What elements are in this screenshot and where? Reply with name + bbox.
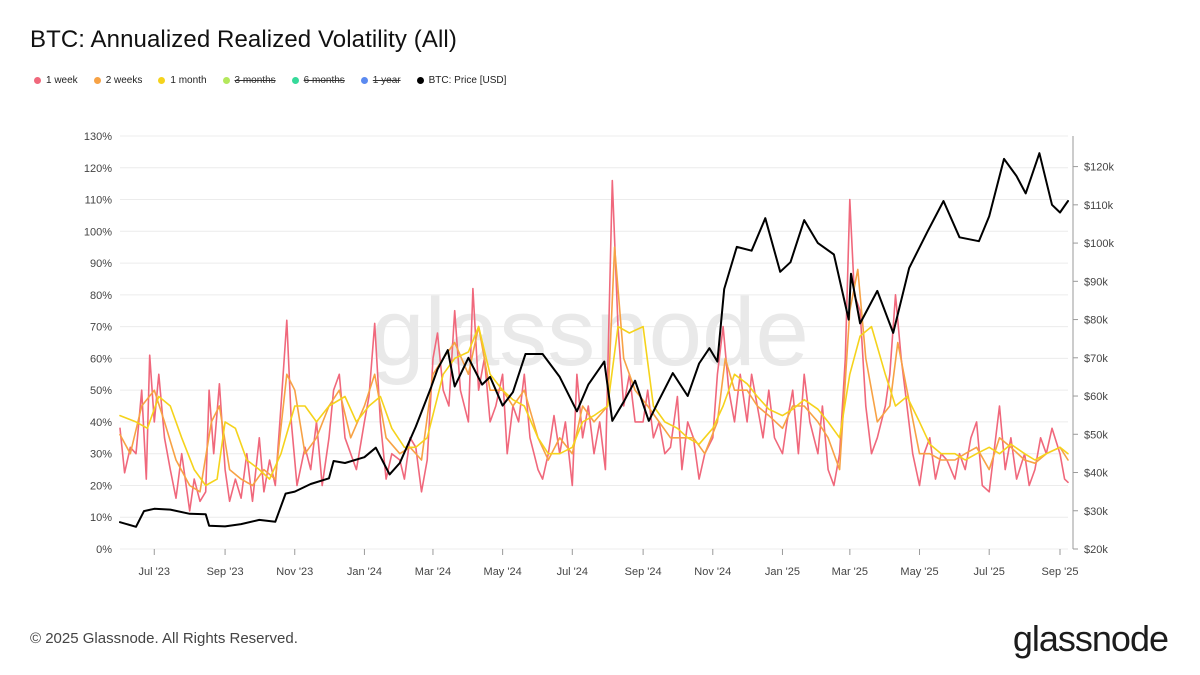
y-axis-right: $20k $30k $40k $50k $60k $70k $80k $90k $100k $11…: [1072, 136, 1114, 556]
x-tick-label: Sep '24: [625, 566, 662, 578]
legend: 1 week 2 weeks 1 month 3 months 6 months…: [34, 75, 506, 86]
x-tick-label: Nov '24: [694, 566, 731, 578]
y-right-tick-label: $110k: [1084, 200, 1114, 212]
y-right-tick-label: $120k: [1084, 162, 1114, 174]
legend-dot-icon: [360, 77, 368, 84]
y-axis-left: 0% 10% 20% 30% 40% 50% 60% 70% 80% 90% 100% 110% 120…: [84, 131, 112, 556]
legend-item-1-month[interactable]: 1 month: [158, 75, 207, 86]
copyright-footer: © 2025 Glassnode. All Rights Reserved.: [30, 630, 298, 647]
legend-item-1-week[interactable]: 1 week: [34, 75, 78, 86]
y-right-tick-label: $70k: [1084, 353, 1108, 365]
y-right-tick-label: $80k: [1084, 315, 1108, 327]
legend-dot-icon: [222, 77, 230, 84]
y-left-tick-label: 10%: [90, 512, 112, 524]
x-tick-label: May '25: [900, 566, 938, 578]
legend-dot-icon: [291, 77, 299, 84]
y-left-tick-label: 110%: [85, 195, 113, 207]
y-left-tick-label: 90%: [90, 258, 112, 270]
series-line-1-month: [119, 325, 1069, 487]
x-tick-label: Jan '24: [347, 566, 382, 578]
legend-item-btc-price[interactable]: BTC: Price [USD]: [416, 75, 507, 86]
series-line-btc-price-usd: [119, 152, 1069, 528]
y-right-tick-label: $60k: [1084, 391, 1108, 403]
x-tick-label: Mar '24: [415, 566, 451, 578]
x-tick-label: May '24: [484, 566, 522, 578]
legend-item-2-weeks[interactable]: 2 weeks: [93, 75, 143, 86]
y-left-tick-label: 60%: [90, 353, 112, 365]
x-tick-label: Jul '25: [973, 566, 1004, 578]
y-left-tick-label: 20%: [90, 480, 112, 492]
chart-title: BTC: Annualized Realized Volatility (All…: [30, 26, 457, 53]
legend-label: 2 weeks: [105, 75, 143, 86]
series-line-1-week: [119, 179, 1069, 512]
y-right-tick-label: $90k: [1084, 276, 1108, 288]
y-right-tick-label: $40k: [1084, 468, 1108, 480]
x-axis: Jul '23 Sep '23 Nov '23 Jan '24 Mar '24 May '…: [139, 549, 1079, 578]
y-left-tick-label: 30%: [90, 449, 112, 461]
legend-dot-icon: [416, 77, 424, 84]
y-right-tick-label: $30k: [1084, 506, 1108, 518]
series-lines: [119, 152, 1069, 528]
y-right-tick-label: $50k: [1084, 429, 1108, 441]
glassnode-logo: glassnode: [1012, 618, 1169, 659]
y-left-tick-label: 80%: [90, 290, 112, 302]
y-left-tick-label: 100%: [84, 226, 112, 238]
x-tick-label: Nov '23: [276, 566, 313, 578]
y-left-tick-label: 130%: [84, 131, 112, 143]
x-tick-label: Jul '24: [557, 566, 588, 578]
y-left-tick-label: 0%: [96, 544, 112, 556]
legend-item-1-year[interactable]: 1 year: [360, 75, 401, 86]
y-left-tick-label: 40%: [90, 417, 112, 429]
legend-dot-icon: [34, 77, 41, 84]
y-left-tick-label: 120%: [84, 163, 112, 175]
legend-label: 1 year: [372, 75, 401, 86]
y-left-tick-label: 50%: [90, 385, 112, 397]
legend-label: BTC: Price [USD]: [428, 75, 507, 86]
legend-dot-icon: [93, 77, 101, 84]
y-left-tick-label: 70%: [90, 322, 112, 334]
legend-label: 1 month: [170, 75, 207, 86]
x-tick-label: Sep '23: [207, 566, 244, 578]
legend-dot-icon: [158, 77, 166, 84]
x-tick-label: Jan '25: [765, 566, 800, 578]
watermark: glassnode: [371, 279, 809, 386]
legend-label: 3 months: [234, 75, 276, 86]
legend-label: 6 months: [303, 75, 345, 86]
x-tick-label: Sep '25: [1042, 566, 1079, 578]
x-tick-label: Mar '25: [832, 566, 868, 578]
legend-label: 1 week: [46, 75, 78, 86]
legend-item-3-months[interactable]: 3 months: [222, 75, 276, 86]
x-tick-label: Jul '23: [139, 566, 170, 578]
y-right-tick-label: $100k: [1084, 238, 1114, 250]
y-right-tick-label: $20k: [1084, 544, 1108, 556]
legend-item-6-months[interactable]: 6 months: [291, 75, 345, 86]
